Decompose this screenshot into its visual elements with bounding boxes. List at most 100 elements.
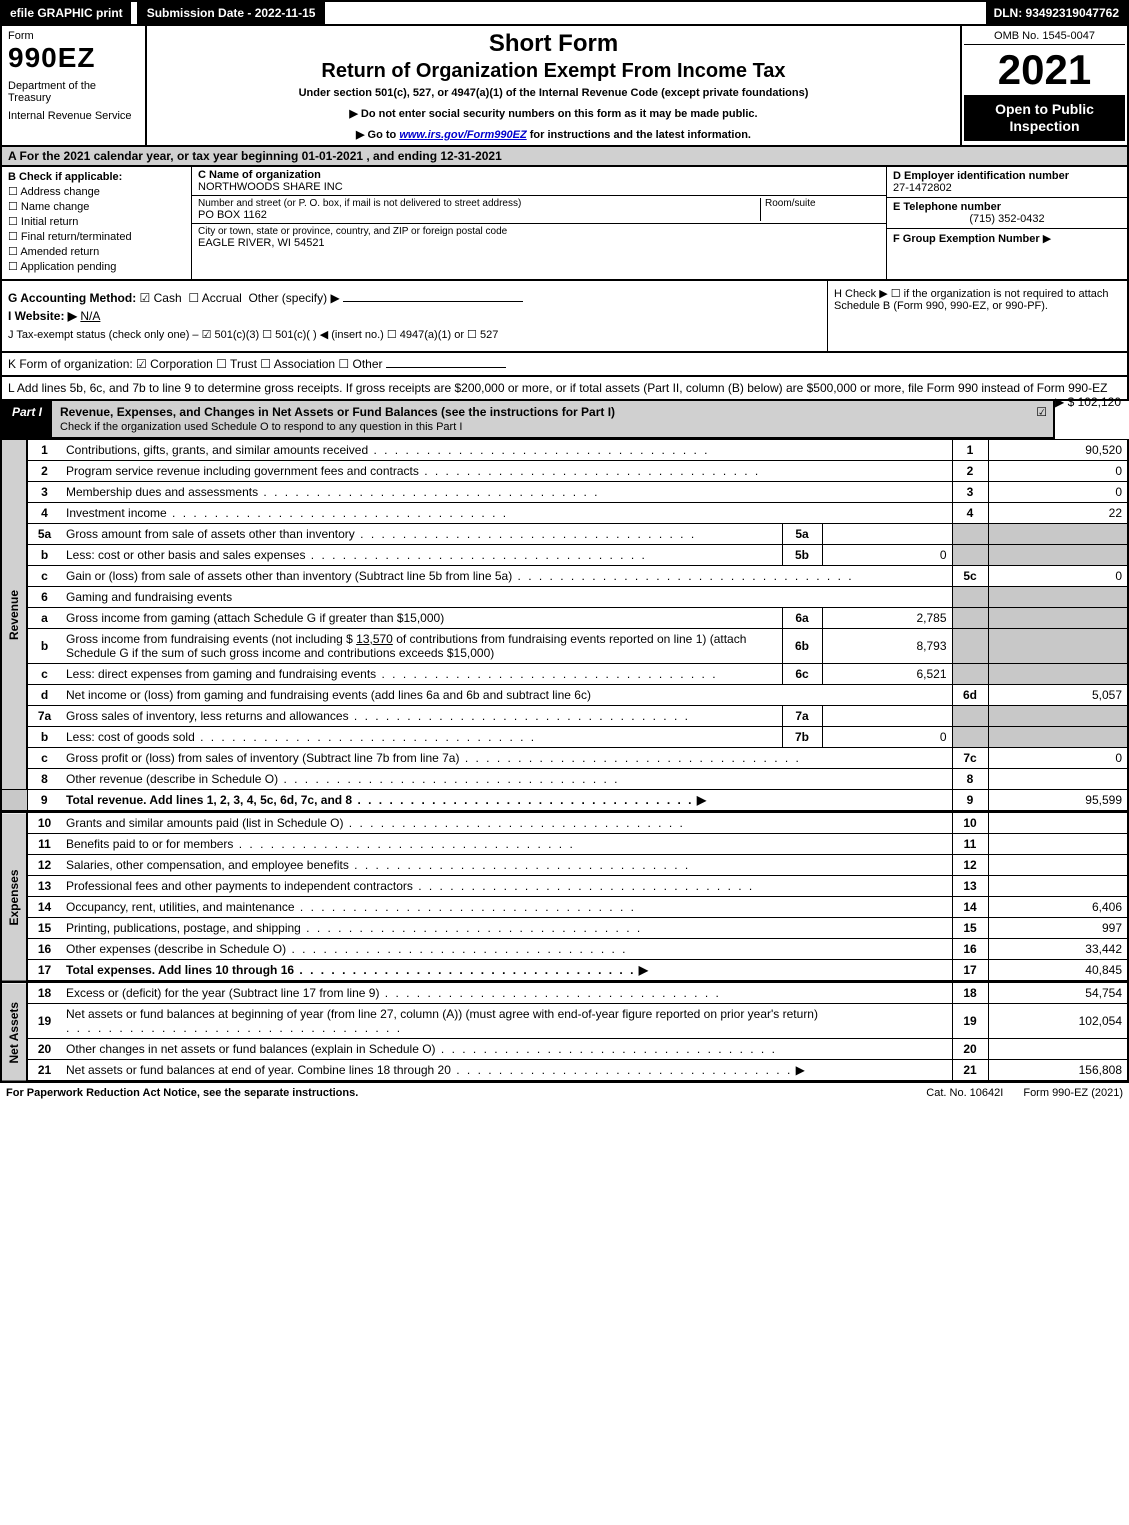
d-label: D Employer identification number	[893, 170, 1121, 182]
l6d-val: 5,057	[988, 685, 1128, 706]
l5c-num: c	[27, 566, 61, 587]
l14-desc: Occupancy, rent, utilities, and maintena…	[66, 900, 295, 914]
l-text: L Add lines 5b, 6c, and 7b to line 9 to …	[8, 381, 1107, 395]
l3-num: 3	[27, 482, 61, 503]
l1-num: 1	[27, 440, 61, 461]
l3-val: 0	[988, 482, 1128, 503]
l21-val: 156,808	[988, 1060, 1128, 1082]
omb-label: OMB No. 1545-0047	[964, 28, 1125, 45]
l3-desc: Membership dues and assessments	[66, 485, 258, 499]
l7c-desc: Gross profit or (loss) from sales of inv…	[66, 751, 459, 765]
title-return: Return of Organization Exempt From Incom…	[155, 60, 952, 83]
chk-name-change[interactable]: Name change	[8, 200, 185, 213]
footer-formref: Form 990-EZ (2021)	[1023, 1087, 1123, 1099]
l15-num: 15	[27, 918, 61, 939]
dln-label: DLN: 93492319047762	[986, 2, 1127, 24]
l6a-num: a	[27, 608, 61, 629]
form-label: Form	[8, 30, 139, 42]
l6b-num: b	[27, 629, 61, 664]
block-ghij: G Accounting Method: Cash Accrual Other …	[0, 281, 1129, 353]
l2-val: 0	[988, 461, 1128, 482]
l8-desc: Other revenue (describe in Schedule O)	[66, 772, 278, 786]
l15-val: 997	[988, 918, 1128, 939]
l5c-desc: Gain or (loss) from sale of assets other…	[66, 569, 512, 583]
netassets-table: Net Assets 18 Excess or (deficit) for th…	[0, 982, 1129, 1082]
l21-desc: Net assets or fund balances at end of ye…	[66, 1063, 451, 1077]
bullet-ssn: ▶ Do not enter social security numbers o…	[155, 107, 952, 120]
l9-desc: Total revenue. Add lines 1, 2, 3, 4, 5c,…	[66, 793, 352, 807]
l12-num: 12	[27, 855, 61, 876]
form-number: 990EZ	[8, 42, 139, 74]
submission-date-label: Submission Date - 2022-11-15	[137, 2, 326, 24]
l13-val	[988, 876, 1128, 897]
l17-num: 17	[27, 960, 61, 982]
expenses-table: Expenses 10 Grants and similar amounts p…	[0, 812, 1129, 982]
bullet-goto: ▶ Go to www.irs.gov/Form990EZ for instru…	[155, 128, 952, 141]
g-accrual[interactable]: Accrual	[188, 291, 241, 305]
l6-desc: Gaming and fundraising events	[66, 590, 232, 604]
phone-value: (715) 352-0432	[893, 213, 1121, 225]
part-i-check[interactable]: ☑	[1030, 401, 1053, 437]
l19-val: 102,054	[988, 1004, 1128, 1039]
dept-irs: Internal Revenue Service	[8, 110, 139, 122]
l17-desc: Total expenses. Add lines 10 through 16	[66, 963, 294, 977]
chk-initial-return[interactable]: Initial return	[8, 215, 185, 228]
l14-rnum: 14	[952, 897, 988, 918]
chk-address-change[interactable]: Address change	[8, 185, 185, 198]
l6d-rnum: 6d	[952, 685, 988, 706]
l7a-in: 7a	[782, 706, 822, 727]
l6c-desc: Less: direct expenses from gaming and fu…	[66, 667, 376, 681]
l6a-iv: 2,785	[822, 608, 952, 629]
goto-pre: ▶ Go to	[356, 129, 399, 141]
l4-num: 4	[27, 503, 61, 524]
c-name-label: C Name of organization	[198, 169, 880, 181]
footer-catno: Cat. No. 10642I	[906, 1087, 1023, 1099]
g-other[interactable]: Other (specify) ▶	[248, 291, 339, 305]
l17-val: 40,845	[988, 960, 1128, 982]
block-bcdef: B Check if applicable: Address change Na…	[0, 167, 1129, 281]
l5b-desc: Less: cost or other basis and sales expe…	[66, 548, 305, 562]
l18-val: 54,754	[988, 983, 1128, 1004]
l7c-rnum: 7c	[952, 748, 988, 769]
chk-amended-return[interactable]: Amended return	[8, 245, 185, 258]
l7c-val: 0	[988, 748, 1128, 769]
l21-arrow: ▶	[796, 1063, 805, 1077]
irs-link[interactable]: www.irs.gov/Form990EZ	[399, 129, 526, 141]
l9-val: 95,599	[988, 790, 1128, 812]
chk-final-return[interactable]: Final return/terminated	[8, 230, 185, 243]
chk-application-pending[interactable]: Application pending	[8, 260, 185, 273]
l6a-in: 6a	[782, 608, 822, 629]
section-c: C Name of organization NORTHWOODS SHARE …	[192, 167, 887, 279]
l15-rnum: 15	[952, 918, 988, 939]
row-j: J Tax-exempt status (check only one) – ☑…	[8, 327, 821, 341]
page-footer: For Paperwork Reduction Act Notice, see …	[0, 1082, 1129, 1103]
l19-rnum: 19	[952, 1004, 988, 1039]
b-label: B Check if applicable:	[8, 171, 185, 183]
l8-rnum: 8	[952, 769, 988, 790]
form-header: Form 990EZ Department of the Treasury In…	[0, 26, 1129, 147]
l15-desc: Printing, publications, postage, and shi…	[66, 921, 301, 935]
i-label: I Website: ▶	[8, 309, 77, 323]
subtitle-section: Under section 501(c), 527, or 4947(a)(1)…	[155, 87, 952, 99]
l6a-desc: Gross income from gaming (attach Schedul…	[66, 611, 444, 625]
ein-value: 27-1472802	[893, 182, 1121, 194]
l6c-num: c	[27, 664, 61, 685]
l5a-in: 5a	[782, 524, 822, 545]
l16-rnum: 16	[952, 939, 988, 960]
efile-print-label[interactable]: efile GRAPHIC print	[2, 2, 131, 24]
part-i-subtitle: Check if the organization used Schedule …	[60, 421, 462, 433]
l20-rnum: 20	[952, 1039, 988, 1060]
g-cash[interactable]: Cash	[140, 291, 182, 305]
l10-num: 10	[27, 813, 61, 834]
org-name: NORTHWOODS SHARE INC	[198, 181, 880, 193]
goto-post: for instructions and the latest informat…	[530, 129, 751, 141]
website-value: N/A	[80, 309, 100, 323]
l13-rnum: 13	[952, 876, 988, 897]
l4-rnum: 4	[952, 503, 988, 524]
header-left: Form 990EZ Department of the Treasury In…	[2, 26, 147, 145]
section-def: D Employer identification number 27-1472…	[887, 167, 1127, 279]
l5a-iv	[822, 524, 952, 545]
l1-desc: Contributions, gifts, grants, and simila…	[66, 443, 368, 457]
part-i-title: Revenue, Expenses, and Changes in Net As…	[52, 401, 1030, 437]
l18-desc: Excess or (deficit) for the year (Subtra…	[66, 986, 379, 1000]
